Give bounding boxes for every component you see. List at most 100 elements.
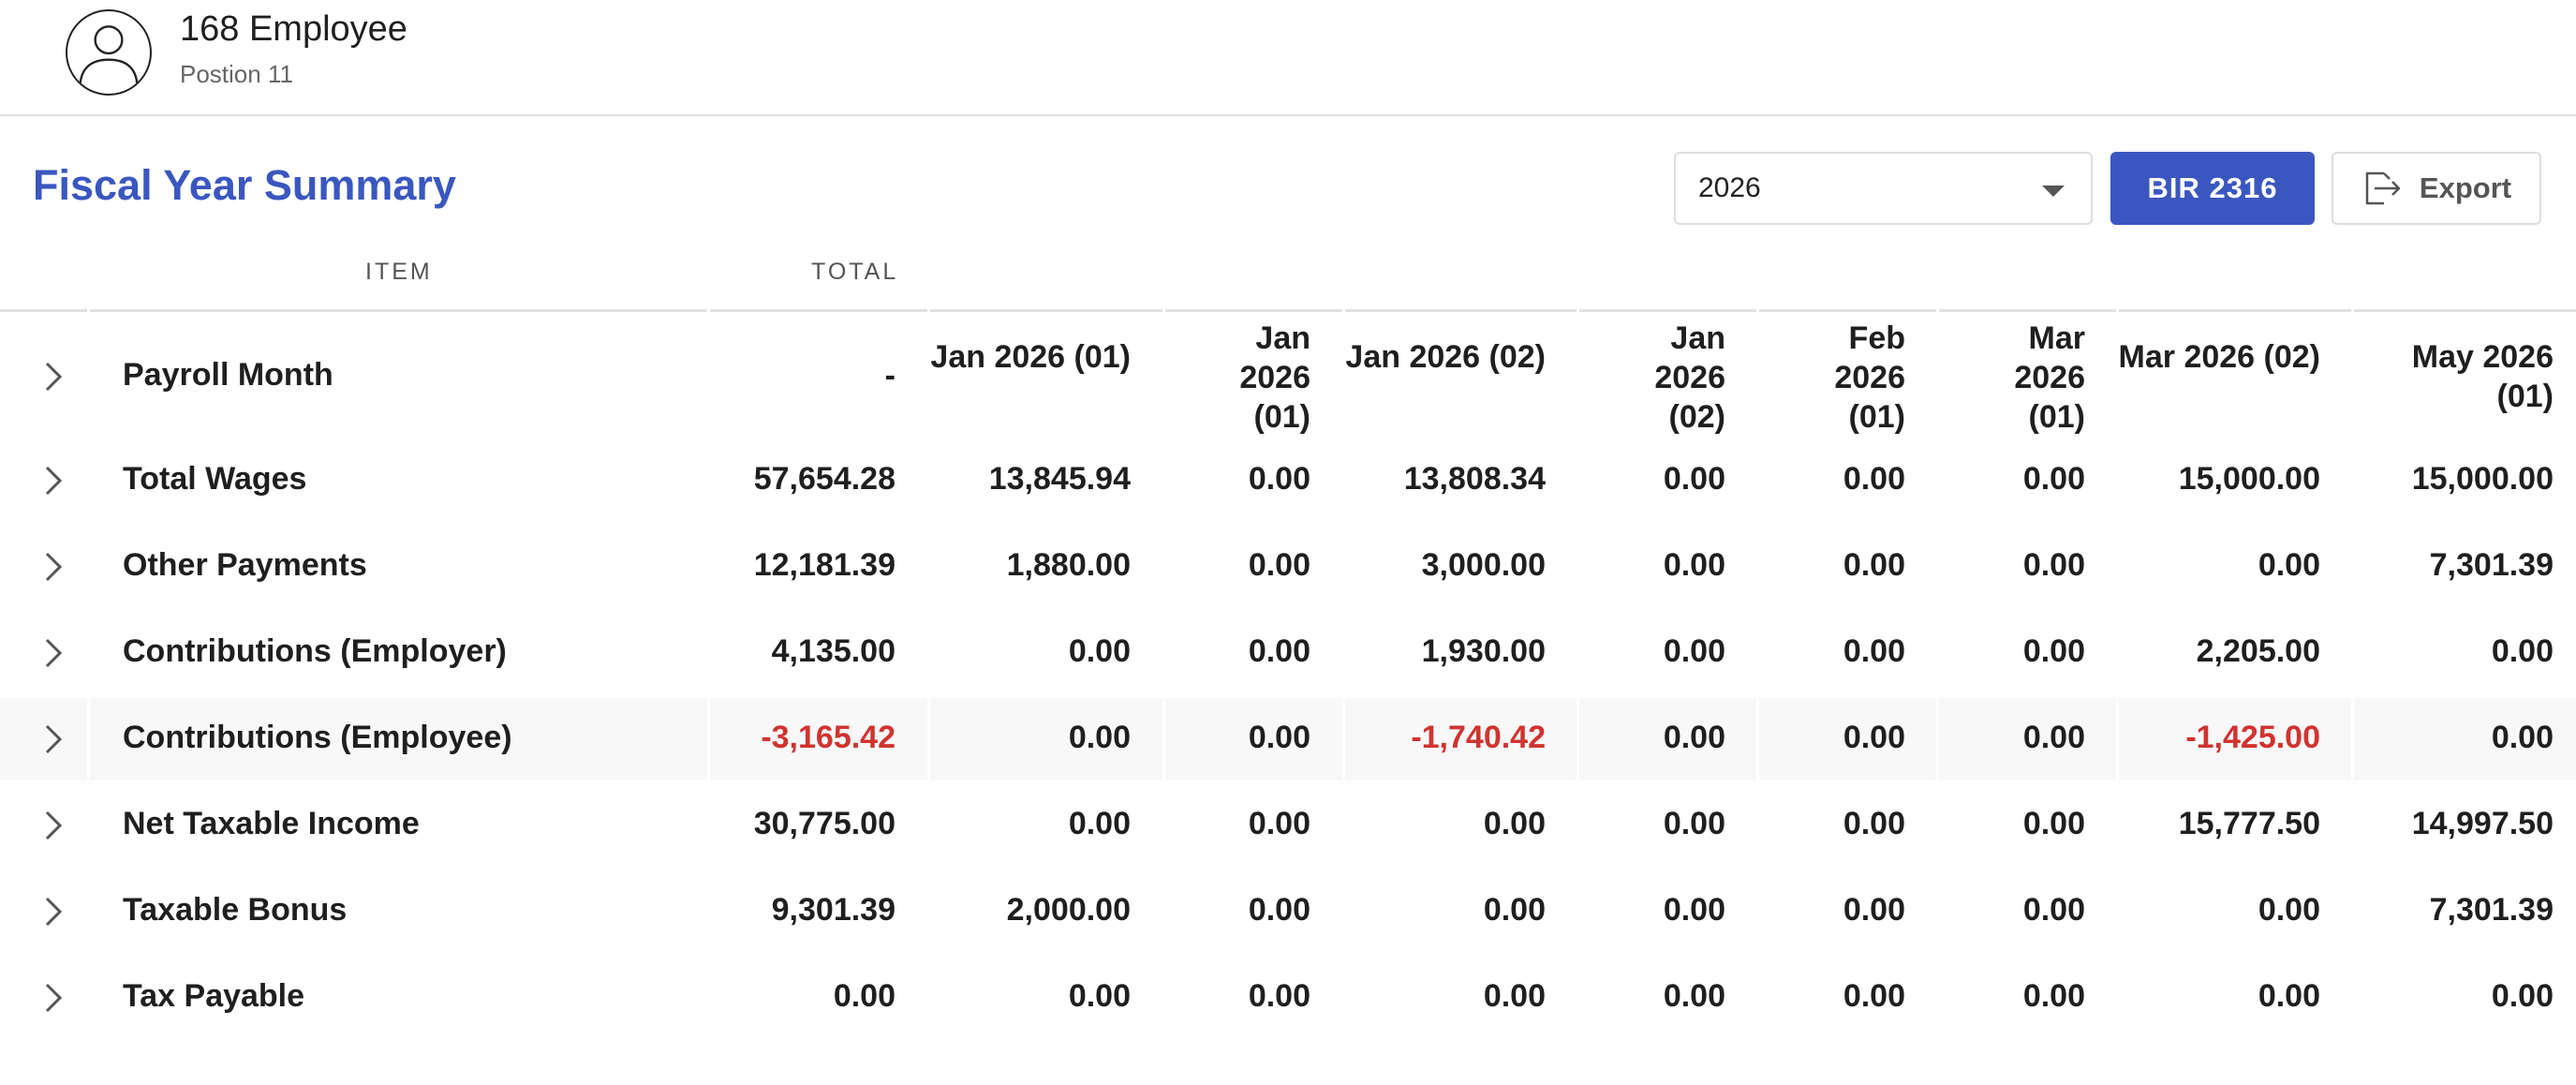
expand-chevron-icon[interactable] [41, 361, 66, 393]
table-cell: 0.00 [2022, 892, 2085, 928]
table-cell: 0.00 [2022, 633, 2085, 669]
row-label-payroll-month: Payroll Month [123, 357, 333, 393]
table-cell: 0.00 [1843, 547, 1905, 583]
expand-chevron-icon[interactable] [41, 551, 66, 583]
row-label: Total Wages [123, 461, 307, 497]
payroll-month-cell: Feb 2026 (01) [1834, 320, 1905, 435]
payroll-month-cell: Jan 2026 (02) [1654, 320, 1725, 435]
table-cell: 0.00 [1248, 461, 1310, 497]
expand-chevron-icon[interactable] [41, 465, 66, 497]
table-cell: 0.00 [2022, 978, 2085, 1014]
table-cell: 2,205.00 [2196, 633, 2320, 669]
table-cell: 15,000.00 [2178, 461, 2320, 497]
table-cell: 13,845.94 [988, 461, 1131, 497]
export-label: Export [2419, 171, 2512, 204]
year-select[interactable]: 2026 [1674, 152, 2093, 225]
table-cell: 0.00 [2022, 461, 2085, 497]
column-separator [1342, 309, 1345, 783]
table-cell: 0.00 [1843, 892, 1905, 928]
column-separator [2351, 309, 2354, 783]
table-cell: 1,880.00 [1006, 547, 1131, 583]
table-cell: 0.00 [1248, 806, 1310, 841]
row-total-cell: -3,165.42 [761, 720, 896, 755]
payroll-month-cell: Mar 2026 (02) [2118, 339, 2320, 375]
column-separator [1577, 309, 1579, 783]
table-cell: 0.00 [1248, 892, 1310, 928]
table-cell: 0.00 [2022, 720, 2085, 755]
table-cell: 0.00 [1248, 978, 1310, 1014]
table-cell: 0.00 [1843, 978, 1905, 1014]
employee-position: Postion 11 [180, 60, 293, 88]
expand-chevron-icon[interactable] [41, 896, 66, 928]
table-cell: 0.00 [1483, 978, 1546, 1014]
table-cell: 15,000.00 [2411, 461, 2554, 497]
page-title: Fiscal Year Summary [33, 161, 456, 209]
row-total-cell: 12,181.39 [753, 547, 896, 583]
column-separator [1936, 309, 1939, 783]
row-label: Taxable Bonus [123, 892, 348, 928]
expand-chevron-icon[interactable] [41, 637, 66, 669]
table-cell: 0.00 [1843, 461, 1905, 497]
row-total-cell: 0.00 [833, 978, 896, 1014]
employee-header: 168 Employee Postion 11 [0, 0, 2576, 116]
table-cell: 0.00 [1663, 806, 1725, 841]
user-avatar-icon [66, 9, 152, 96]
table-cell: 0.00 [2491, 978, 2554, 1014]
table-cell: 0.00 [1068, 633, 1131, 669]
table-cell: 0.00 [1248, 720, 1310, 755]
table-cell: 0.00 [2022, 806, 2085, 841]
table-cell: 0.00 [1663, 633, 1725, 669]
payroll-month-total: - [884, 358, 896, 394]
column-separator [1756, 309, 1759, 783]
table-cell: 0.00 [2491, 720, 2554, 755]
table-cell: -1,425.00 [2185, 720, 2320, 755]
chevron-down-icon [2042, 186, 2065, 197]
payroll-month-cell: Jan 2026 (01) [1239, 320, 1310, 435]
table-cell: 0.00 [1068, 806, 1131, 841]
export-button[interactable]: Export [2332, 152, 2541, 225]
table-cell: 14,997.50 [2411, 806, 2554, 841]
row-label: Contributions (Employer) [123, 633, 507, 669]
table-row-highlight [0, 698, 2576, 780]
table-cell: 15,777.50 [2178, 806, 2320, 841]
table-cell: 0.00 [2258, 978, 2320, 1014]
payroll-month-cell: May 2026 (01) [2411, 339, 2554, 414]
column-separator [2116, 309, 2119, 783]
table-cell: 7,301.39 [2429, 547, 2554, 583]
table-cell: 1,930.00 [1421, 633, 1546, 669]
table-cell: 0.00 [1663, 978, 1725, 1014]
table-cell: 0.00 [2258, 547, 2320, 583]
table-cell: 0.00 [2022, 547, 2085, 583]
table-cell: 0.00 [1068, 978, 1131, 1014]
bir-2316-button[interactable]: BIR 2316 [2110, 152, 2315, 225]
payroll-month-cell: Jan 2026 (01) [930, 339, 1131, 375]
column-separator [707, 309, 710, 783]
payroll-month-cell: Mar 2026 (01) [2014, 320, 2085, 435]
table-cell: 0.00 [1248, 633, 1310, 669]
header-divider [0, 309, 2576, 312]
table-cell: 0.00 [1843, 806, 1905, 841]
row-label: Tax Payable [123, 978, 305, 1014]
table-cell: 0.00 [2491, 633, 2554, 669]
table-cell: 0.00 [1483, 806, 1546, 841]
column-separator [87, 309, 90, 783]
row-total-cell: 30,775.00 [753, 806, 896, 841]
expand-chevron-icon[interactable] [41, 810, 66, 841]
table-cell: 0.00 [1843, 633, 1905, 669]
row-label: Net Taxable Income [123, 806, 420, 841]
table-cell: 0.00 [1483, 892, 1546, 928]
table-cell: 0.00 [1843, 720, 1905, 755]
column-header-item: ITEM [365, 259, 433, 285]
table-cell: 0.00 [1663, 461, 1725, 497]
table-cell: 0.00 [1663, 720, 1725, 755]
table-cell: 0.00 [1663, 892, 1725, 928]
column-separator [927, 309, 930, 783]
table-cell: 7,301.39 [2429, 892, 2554, 928]
expand-chevron-icon[interactable] [41, 723, 66, 755]
expand-chevron-icon[interactable] [41, 982, 66, 1014]
row-label: Other Payments [123, 547, 367, 583]
table-cell: 0.00 [2258, 892, 2320, 928]
employee-name: 168 Employee [180, 9, 407, 49]
table-cell: 2,000.00 [1006, 892, 1131, 928]
row-total-cell: 4,135.00 [771, 633, 896, 669]
